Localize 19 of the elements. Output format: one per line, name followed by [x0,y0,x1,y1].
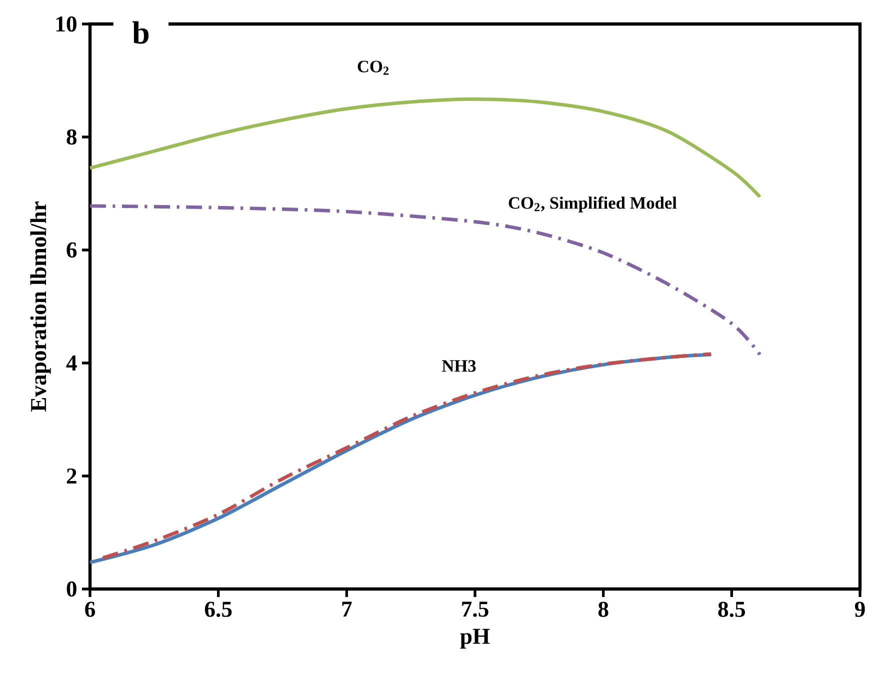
y-tick-label: 4 [66,356,77,370]
series-label: CO$_{2}$ [358,60,389,75]
series-label: CO$_{2}$, Simplified Model [508,196,677,212]
annotation: b [132,21,149,44]
x-tick-label: 8 [598,602,608,617]
x-tick-label: 8.5 [718,602,745,618]
x-tick-label: 7 [342,602,352,617]
y-tick-label: 2 [66,468,76,484]
y-tick-label: 6 [66,242,77,258]
x-tick-label: 7.5 [462,602,488,617]
y-tick-label: 10 [56,16,76,32]
x-tick-label: 6.5 [204,602,232,618]
y-tick-label: 0 [66,581,76,597]
x-tick-label: 9 [854,602,865,617]
y-tick-label: 8 [66,129,77,145]
y-axis-title: Evaporation lbmol/hr [30,202,51,412]
x-axis-title: pH [460,628,490,649]
x-tick-label: 6 [85,602,96,617]
series-label: NH3 [442,360,476,372]
